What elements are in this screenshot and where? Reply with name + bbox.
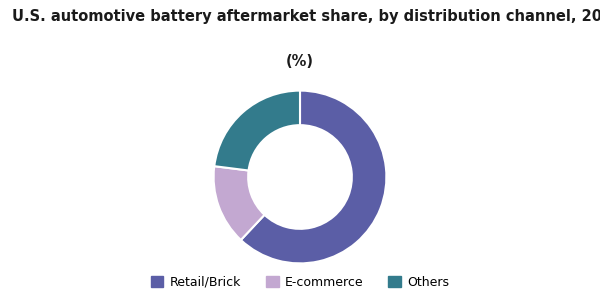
Text: U.S. automotive battery aftermarket share, by distribution channel, 2017: U.S. automotive battery aftermarket shar… bbox=[12, 9, 600, 24]
Wedge shape bbox=[241, 91, 386, 263]
Legend: Retail/Brick, E-commerce, Others: Retail/Brick, E-commerce, Others bbox=[146, 271, 454, 294]
Wedge shape bbox=[214, 91, 300, 170]
Wedge shape bbox=[214, 166, 265, 240]
Text: (%): (%) bbox=[286, 54, 314, 69]
